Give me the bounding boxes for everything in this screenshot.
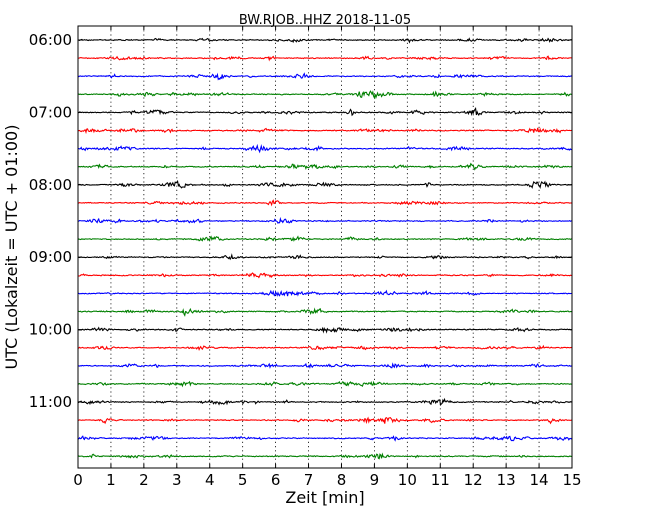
y-tick-label: 08:00	[29, 176, 72, 194]
x-axis-label: Zeit [min]	[285, 488, 364, 507]
chart-title: BW.RJOB..HHZ 2018-11-05	[239, 13, 411, 28]
x-tick-label: 13	[497, 471, 516, 489]
trace-1030	[77, 362, 573, 369]
x-tick-label: 10	[398, 471, 417, 489]
trace-0730	[77, 143, 573, 154]
x-tick-label: 15	[562, 471, 581, 489]
x-tick-label: 8	[337, 471, 347, 489]
x-tick-label: 1	[106, 471, 116, 489]
trace-0700	[77, 107, 573, 117]
trace-0930	[77, 289, 573, 297]
y-tick-label: 09:00	[29, 248, 72, 266]
x-tick-label: 3	[172, 471, 182, 489]
trace-1100	[77, 397, 573, 406]
x-tick-label: 9	[370, 471, 380, 489]
x-tick-label: 0	[73, 471, 83, 489]
seismic-traces	[77, 37, 573, 460]
x-tick-label: 4	[205, 471, 215, 489]
y-axis-label: UTC (Lokalzeit = UTC + 01:00)	[2, 125, 21, 370]
trace-0945	[77, 307, 573, 317]
trace-1130	[77, 435, 573, 442]
x-tick-label: 7	[304, 471, 314, 489]
y-tick-label: 06:00	[29, 31, 72, 49]
x-tick-label: 12	[464, 471, 483, 489]
trace-0630	[77, 72, 573, 81]
trace-1145	[77, 452, 573, 460]
y-tick-label: 07:00	[29, 103, 72, 121]
x-tick-label: 5	[238, 471, 248, 489]
x-axis-ticks: 0 1 2 3 4 5 6 7 8 9 10 11 12 13 14 15	[73, 26, 582, 489]
trace-0715	[77, 127, 573, 135]
plot-frame	[77, 25, 573, 469]
trace-1000	[77, 326, 573, 334]
trace-1015	[77, 344, 573, 351]
trace-0600	[77, 37, 573, 44]
x-tick-label: 14	[530, 471, 549, 489]
y-axis-ticks: 06:00 07:00 08:00 09:00 10:00 11:00	[29, 31, 572, 411]
trace-0900	[77, 253, 573, 261]
trace-1115	[77, 416, 573, 425]
trace-0815	[77, 199, 573, 207]
trace-0915	[77, 272, 573, 279]
y-tick-label: 11:00	[29, 393, 72, 411]
trace-0645	[77, 90, 573, 100]
x-tick-label: 2	[139, 471, 149, 489]
trace-0745	[77, 162, 573, 171]
x-tick-label: 11	[431, 471, 450, 489]
trace-0845	[77, 235, 573, 242]
trace-0800	[77, 179, 573, 189]
y-tick-label: 10:00	[29, 321, 72, 339]
trace-0615	[77, 55, 573, 62]
trace-1045	[77, 380, 573, 388]
trace-0830	[77, 216, 572, 224]
x-tick-label: 6	[271, 471, 281, 489]
